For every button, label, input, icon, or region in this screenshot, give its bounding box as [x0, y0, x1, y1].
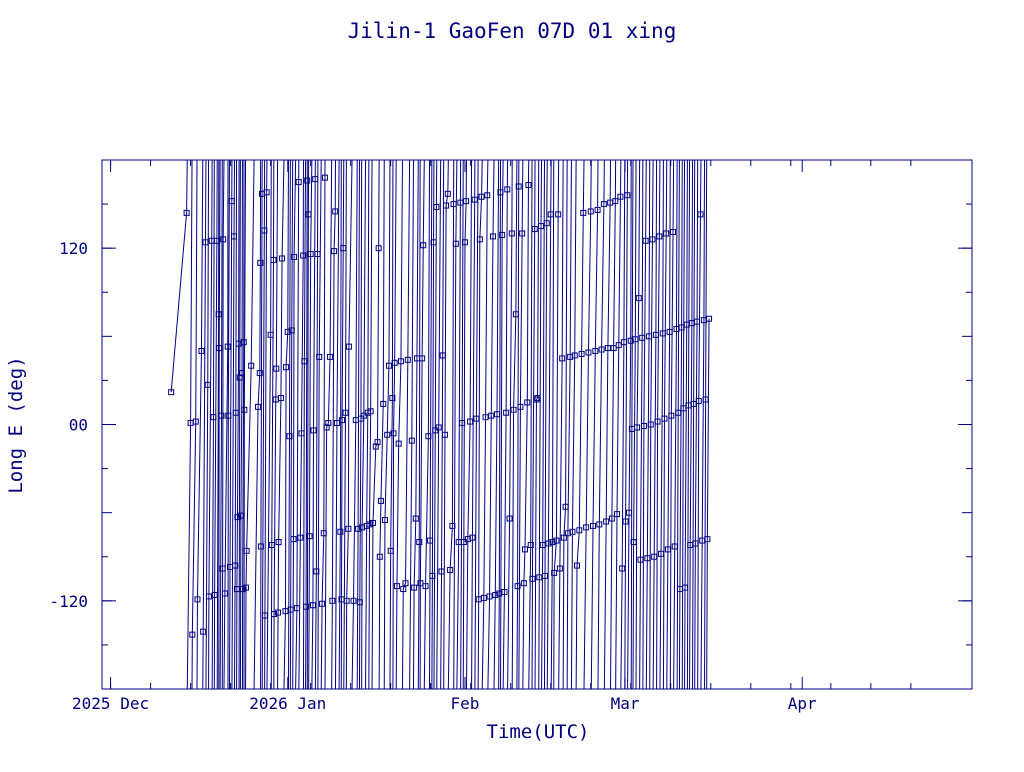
- trajectory-segment: [663, 160, 664, 333]
- trajectory-segment: [487, 160, 488, 195]
- trajectory-segment: [692, 160, 693, 323]
- trajectory-segment: [539, 577, 540, 689]
- trajectory-segment: [697, 160, 698, 322]
- trajectory-segment: [246, 551, 247, 588]
- x-tick-label: 2025 Dec: [72, 694, 149, 713]
- trajectory-segment: [285, 367, 286, 611]
- trajectory-segment: [271, 160, 272, 335]
- trajectory-segment: [413, 588, 414, 689]
- trajectory-segment: [235, 413, 236, 566]
- trajectory-segment: [676, 160, 677, 329]
- x-tick-label: 2026 Jan: [249, 694, 326, 713]
- trajectory-segment: [690, 545, 691, 689]
- trajectory-segment: [659, 160, 660, 236]
- trajectory-segment: [234, 566, 235, 689]
- trajectory-segment: [646, 160, 647, 241]
- trajectory-segment: [293, 257, 294, 539]
- trajectory-segment: [237, 517, 238, 589]
- trajectory-segment: [707, 539, 708, 689]
- trajectory-segment: [361, 160, 362, 419]
- trajectory-segment: [522, 160, 523, 233]
- trajectory-segment: [240, 516, 241, 689]
- trajectory-segment: [393, 433, 394, 689]
- trajectory-segment: [369, 524, 370, 689]
- trajectory-segment: [583, 160, 584, 213]
- trajectory-segment: [656, 160, 657, 335]
- trajectory-segment: [633, 542, 634, 689]
- trajectory-segment: [187, 160, 188, 213]
- trajectory-segment: [567, 533, 568, 689]
- trajectory-segment: [517, 586, 518, 689]
- trajectory-segment: [591, 160, 592, 211]
- trajectory-segment: [558, 160, 559, 214]
- trajectory-segment: [348, 347, 349, 529]
- y-axis-label: Long E (deg): [5, 356, 27, 493]
- trajectory-segment: [278, 542, 279, 613]
- y-tick-label: 120: [59, 239, 88, 258]
- trajectory-segment: [682, 160, 683, 328]
- trajectory-segment: [390, 551, 391, 689]
- trajectory-segment: [635, 160, 636, 339]
- trajectory-segment: [384, 520, 385, 689]
- trajectory-segment: [704, 160, 705, 320]
- trajectory-segment: [229, 567, 230, 689]
- trajectory-segment: [288, 160, 289, 332]
- trajectory-segment: [499, 593, 500, 689]
- trajectory-segment: [342, 420, 343, 599]
- trajectory-segment: [642, 160, 643, 338]
- trajectory-segment: [673, 160, 674, 232]
- trajectory-segment: [343, 160, 344, 248]
- trajectory-segment: [695, 544, 696, 689]
- chart-title: Jilin-1 GaoFen 07D 01 xing: [348, 19, 677, 43]
- trajectory-segment: [687, 160, 688, 325]
- trajectory-segment: [544, 576, 545, 689]
- trajectory-segment: [448, 160, 449, 194]
- y-tick-label: 00: [69, 416, 88, 435]
- trajectory-segment: [649, 160, 650, 336]
- trajectory-segment: [478, 599, 479, 689]
- y-tick-label: -120: [49, 592, 88, 611]
- trajectory-segment: [260, 263, 261, 373]
- trajectory-segment: [432, 576, 433, 689]
- trajectory-segment: [379, 557, 380, 689]
- trajectory-segment: [223, 239, 224, 568]
- trajectory-segment: [463, 542, 464, 689]
- trajectory-segment: [631, 429, 632, 689]
- x-tick-label: Mar: [611, 694, 640, 713]
- trajectory-segment: [313, 430, 314, 605]
- trajectory-segment: [276, 369, 277, 400]
- x-tick-label: Apr: [788, 694, 817, 713]
- x-axis-label: Time(UTC): [487, 721, 590, 743]
- trajectory-segment: [332, 601, 333, 689]
- trajectory-segment: [430, 541, 431, 689]
- trajectory-segment: [240, 160, 241, 377]
- trajectory-segment: [482, 160, 483, 197]
- trajectory-segment: [666, 160, 667, 233]
- trajectory-segment: [547, 160, 548, 223]
- trajectory-segment: [652, 160, 653, 239]
- trajectory-segment: [541, 160, 542, 226]
- trajectory-segment: [670, 160, 671, 332]
- x-tick-label: Feb: [451, 694, 480, 713]
